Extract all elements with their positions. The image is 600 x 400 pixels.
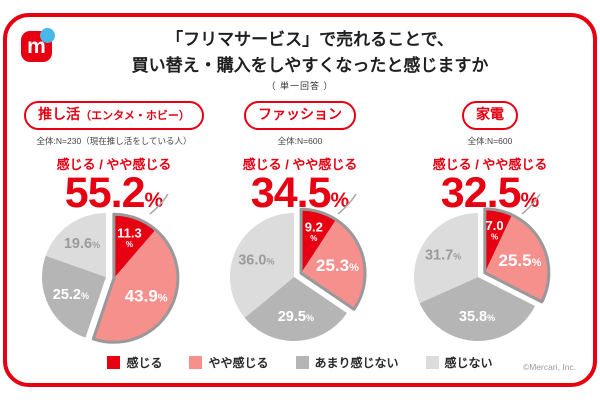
pie-chart-fashion: 9.2 % 25.3% 29.5% 36.0% — [230, 193, 367, 341]
headline-label: 感じる / やや感じる — [242, 157, 358, 172]
headline-value: 32.5% — [392, 169, 588, 217]
exploded-group-outline — [91, 212, 180, 344]
legend-item-kanjiru: 感じる — [107, 354, 162, 371]
legend-label: やや感じる — [208, 356, 269, 370]
legend-swatch-yaya-kanjiru — [189, 356, 203, 369]
headline-number: 32.5 — [440, 169, 522, 217]
headline-number: 55.2 — [64, 169, 146, 217]
headline-label: 感じる / やや感じる — [432, 157, 548, 172]
pie-slice — [41, 255, 106, 338]
category-column-oshikatsu: 推し活（エンタメ・ホビー） 全体:N=230（現在推し活をしている人） 感じる … — [16, 101, 212, 216]
pie-slice-label: 31.7% — [425, 247, 461, 263]
pie-slice-label: 25.2% — [53, 287, 89, 303]
legend-item-kanjinai: 感じない — [425, 354, 493, 371]
page-title-line1: 「フリマサービス」で売れることで、 — [166, 30, 454, 49]
pie-slice — [301, 209, 337, 274]
pie-slice — [93, 229, 178, 343]
pie-slice — [45, 213, 106, 277]
headline-connector-line — [521, 193, 541, 215]
mercari-logo: m — [21, 28, 55, 62]
pie-slice — [484, 208, 513, 273]
pie-chart-oshikatsu: 11.3 % 43.9% 25.2% 19.6% — [41, 193, 180, 344]
sample-size-label: 全体:N=600 — [277, 136, 323, 146]
pie-slice — [419, 277, 536, 341]
legend-label: 感じない — [444, 356, 493, 370]
headline-label: 感じる / やや感じる — [56, 157, 172, 172]
mercari-logo-dot-icon — [40, 28, 55, 43]
exploded-group-outline — [483, 207, 551, 304]
category-pill-kaden: 家電 — [462, 101, 518, 130]
category-pill-main: ファッション — [258, 106, 342, 122]
headline-value: 55.2% — [16, 169, 212, 217]
headline-value: 34.5% — [202, 169, 398, 217]
headline-unit: % — [330, 189, 350, 212]
pie-slice — [244, 277, 347, 341]
category-pill-sub: （エンタメ・ホビー） — [80, 110, 190, 122]
legend-swatch-amari-kanjinai — [295, 356, 309, 369]
pie-slice-label: 36.0% — [238, 252, 274, 268]
pie-slice-label: 19.6% — [64, 236, 100, 252]
exploded-group-outline — [299, 207, 367, 311]
category-pill-main: 推し活 — [38, 106, 81, 122]
pie-slice-label: 7.0% — [486, 218, 504, 242]
legend-item-amari-kanjinai: あまり感じない — [295, 354, 399, 371]
legend-label: 感じる — [126, 356, 163, 370]
pie-slice-label: 25.5% — [499, 251, 542, 270]
category-column-kaden: 家電 全体:N=600 感じる / やや感じる 32.5% — [392, 101, 588, 216]
headline-unit: % — [520, 189, 540, 212]
headline-connector-line — [149, 193, 169, 215]
category-pill-oshikatsu: 推し活（エンタメ・ホビー） — [24, 101, 204, 130]
headline-number: 34.5 — [250, 169, 332, 217]
chart-legend: 感じる やや感じる あまり感じない 感じない — [0, 354, 600, 371]
page-title-line2: 買い替え・購入をしやすくなったと感じますか — [131, 55, 489, 75]
headline-connector-line — [337, 193, 357, 215]
pie-slice-label: 43.9% — [125, 287, 168, 306]
category-pill-main: 家電 — [476, 106, 504, 122]
pie-slice-label: 9.2% — [305, 219, 323, 243]
category-pill-fashion: ファッション — [244, 101, 356, 130]
pie-chart-kaden: 7.0 % 25.5% 35.8% 31.7% — [414, 193, 551, 341]
pie-slice-label: 11.3% — [117, 225, 142, 249]
page-title: 「フリマサービス」で売れることで、 買い替え・購入をしやすくなったと感じますか — [60, 27, 560, 78]
pie-slice — [230, 213, 294, 318]
legend-swatch-kanjiru — [107, 356, 121, 369]
pie-slice — [414, 213, 478, 304]
answer-type-note: （ 単一回答 ） — [266, 81, 334, 91]
pie-slice — [301, 219, 366, 310]
legend-item-yaya-kanjiru: やや感じる — [189, 354, 269, 371]
legend-label: あまり感じない — [314, 356, 399, 370]
copyright-text: ©Mercari, Inc. — [522, 362, 576, 372]
legend-swatch-kanjinai — [425, 356, 439, 369]
pie-slice-label: 35.8% — [459, 309, 495, 325]
sample-size-label: 全体:N=600 — [467, 136, 513, 146]
sample-size-label: 全体:N=230（現在推し活をしている人） — [36, 136, 192, 146]
pie-slice-label: 25.3% — [316, 256, 359, 275]
category-column-fashion: ファッション 全体:N=600 感じる / やや感じる 34.5% — [202, 101, 398, 216]
pie-slice-label: 29.5% — [278, 309, 314, 325]
pie-slice — [113, 214, 156, 279]
